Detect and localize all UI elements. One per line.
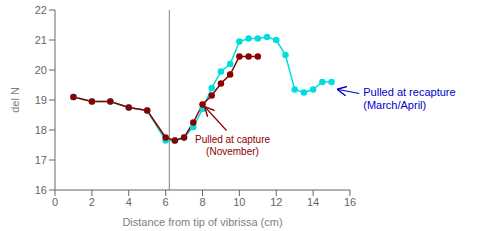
svg-text:Pulled at recapture(March/Apri: Pulled at recapture(March/April) <box>363 86 455 111</box>
svg-text:19: 19 <box>35 94 47 106</box>
svg-text:17: 17 <box>35 154 47 166</box>
svg-text:20: 20 <box>35 64 47 76</box>
svg-text:0: 0 <box>52 196 58 208</box>
svg-text:16: 16 <box>35 184 47 196</box>
svg-text:4: 4 <box>126 196 132 208</box>
svg-text:Pulled at capture(November): Pulled at capture(November) <box>195 134 270 157</box>
svg-text:del N: del N <box>9 87 21 113</box>
svg-text:12: 12 <box>270 196 282 208</box>
svg-text:8: 8 <box>199 196 205 208</box>
svg-text:6: 6 <box>163 196 169 208</box>
svg-text:Distance from tip of vibrissa: Distance from tip of vibrissa (cm) <box>122 216 282 228</box>
svg-text:21: 21 <box>35 34 47 46</box>
svg-text:14: 14 <box>307 196 319 208</box>
svg-text:10: 10 <box>233 196 245 208</box>
svg-text:22: 22 <box>35 4 47 16</box>
svg-text:16: 16 <box>344 196 356 208</box>
svg-text:18: 18 <box>35 124 47 136</box>
svg-text:2: 2 <box>89 196 95 208</box>
